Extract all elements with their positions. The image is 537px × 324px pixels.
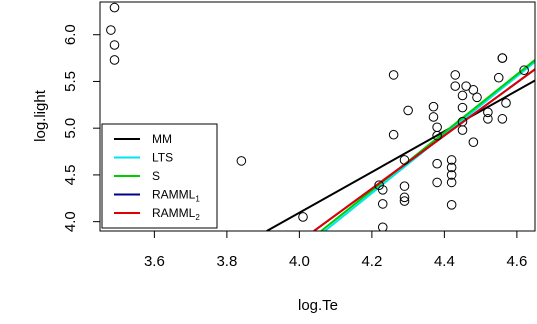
regression-line-mm	[266, 79, 535, 231]
data-point	[493, 72, 504, 83]
data-point	[446, 170, 457, 180]
data-point	[377, 222, 388, 231]
data-point	[519, 65, 529, 76]
data-point	[446, 162, 457, 173]
legend: MM LTS S RAMML1 RAMML2	[101, 123, 218, 229]
data-point	[446, 200, 457, 210]
data-point	[432, 177, 442, 188]
data-point	[472, 92, 482, 103]
data-point	[483, 107, 493, 118]
data-point	[298, 212, 308, 222]
data-point	[450, 81, 461, 91]
data-point	[468, 137, 479, 148]
data-point	[497, 114, 508, 124]
data-point	[109, 2, 120, 13]
x-tick-label: 3.8	[216, 253, 237, 270]
x-tick-label: 3.6	[144, 253, 165, 270]
data-point	[457, 102, 468, 113]
data-point	[106, 25, 116, 35]
data-point	[432, 130, 442, 141]
data-point	[457, 125, 468, 135]
data-point	[399, 196, 410, 206]
y-tick-label: 5.5	[62, 71, 79, 92]
legend-label-ramml1: RAMML1	[152, 188, 200, 204]
data-point	[468, 85, 479, 95]
data-point	[403, 105, 413, 116]
data-point	[388, 129, 399, 140]
x-tick-label: 4.0	[289, 253, 310, 270]
x-tick-label: 4.6	[506, 253, 527, 270]
data-point	[399, 192, 410, 203]
y-tick-label: 6.0	[62, 24, 79, 45]
data-point	[377, 185, 388, 195]
x-axis: 3.6 3.8 4.0 4.2 4.4 4.6	[144, 230, 527, 270]
data-point	[109, 55, 120, 65]
data-point	[483, 114, 493, 124]
y-tick-label: 4.5	[62, 164, 79, 185]
data-point	[377, 199, 388, 209]
x-tick-label: 4.4	[434, 253, 455, 270]
x-axis-title: log.Te	[298, 297, 338, 314]
data-point	[428, 112, 439, 122]
regression-line-s	[320, 59, 535, 231]
data-point	[497, 53, 508, 63]
regression-lines	[266, 59, 535, 231]
y-tick-label: 4.0	[62, 211, 79, 232]
legend-label-ramml2: RAMML2	[152, 206, 200, 222]
data-point	[501, 98, 511, 108]
data-point	[432, 158, 442, 169]
data-point	[446, 177, 457, 188]
data-point	[236, 156, 247, 166]
y-tick-label: 5.0	[62, 118, 79, 139]
data-point	[450, 70, 461, 80]
regression-line-ramml2	[313, 68, 535, 231]
legend-label-lts: LTS	[152, 151, 173, 165]
legend-label-mm: MM	[152, 132, 172, 146]
data-point	[432, 122, 442, 133]
data-point	[399, 155, 410, 165]
x-tick-label: 4.2	[361, 253, 382, 270]
data-points	[106, 2, 529, 231]
y-axis: 4.0 4.5 5.0 5.5 6.0	[62, 24, 101, 232]
data-point	[428, 101, 439, 112]
data-point	[446, 155, 457, 165]
y-axis-title: log.light	[32, 89, 49, 142]
data-point	[457, 90, 468, 101]
data-point	[109, 40, 120, 50]
data-point	[388, 70, 399, 80]
data-point	[399, 181, 410, 191]
legend-label-s: S	[152, 169, 160, 183]
